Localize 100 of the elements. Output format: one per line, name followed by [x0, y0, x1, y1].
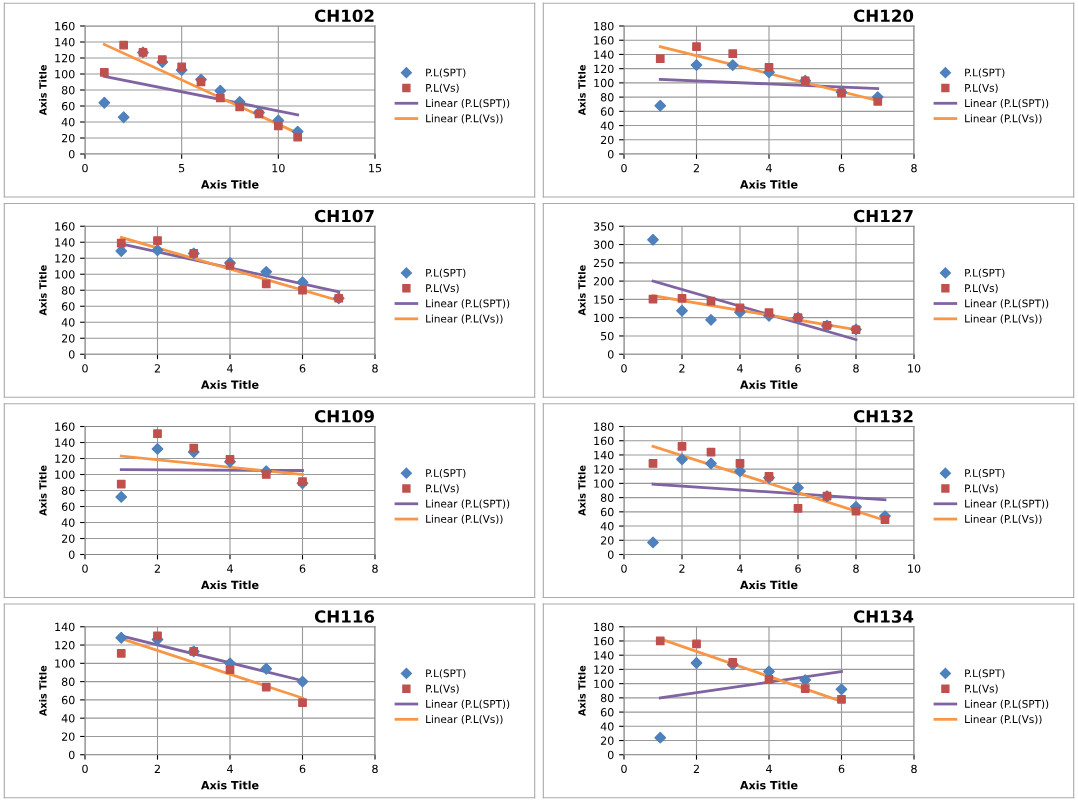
legend-label: P.L(SPT) [426, 68, 466, 78]
y-tick-label: 20 [61, 732, 75, 741]
legend-label: Linear (P.L(SPT)) [965, 499, 1049, 509]
legend-label: Linear (P.L(Vs)) [965, 114, 1042, 124]
x-tick-label: 2 [679, 564, 685, 573]
y-tick-label: 160 [594, 636, 614, 646]
y-tick-label: 20 [61, 534, 75, 543]
x-tick-label: 10 [272, 163, 285, 173]
y-tick-label: 100 [594, 679, 614, 689]
y-tick-label: 40 [61, 318, 75, 327]
x-axis-title: Axis Title [740, 580, 798, 590]
y-tick-label: 100 [55, 69, 75, 79]
x-axis-title: Axis Title [201, 180, 259, 189]
y-tick-label: 140 [55, 238, 75, 247]
legend-label: P.L(SPT) [426, 468, 466, 479]
x-tick-label: 2 [693, 764, 699, 773]
legend-label: Linear (P.L(SPT)) [426, 699, 510, 710]
y-tick-label: 40 [61, 518, 75, 527]
x-tick-label: 2 [154, 364, 160, 373]
x-tick-label: 6 [299, 364, 306, 373]
chart-title: CH116 [314, 610, 375, 623]
y-tick-label: 180 [594, 622, 614, 632]
x-tick-label: 6 [299, 564, 306, 573]
x-tick-label: 2 [693, 163, 699, 173]
y-tick-label: 80 [600, 493, 614, 502]
y-tick-label: 140 [594, 50, 614, 59]
x-tick-label: 4 [766, 164, 772, 173]
x-tick-label: 8 [372, 564, 378, 573]
x-tick-label: 0 [82, 764, 88, 774]
y-tick-label: 20 [600, 536, 614, 545]
x-tick-label: 8 [372, 764, 378, 774]
legend-label: Linear (P.L(SPT)) [426, 299, 510, 309]
legend-label: P.L(Vs) [965, 484, 998, 494]
x-tick-label: 0 [621, 564, 627, 573]
x-tick-label: 6 [299, 764, 306, 774]
y-tick-label: 60 [600, 708, 614, 717]
y-tick-label: 300 [593, 240, 614, 249]
x-tick-label: 10 [908, 564, 921, 573]
y-tick-label: 60 [600, 107, 614, 116]
x-tick-label: 6 [795, 364, 801, 373]
legend-label: Linear (P.L(SPT)) [426, 499, 510, 509]
y-tick-label: 100 [55, 659, 75, 668]
x-axis-title: Axis Title [740, 180, 798, 189]
y-tick-label: 120 [55, 53, 75, 63]
legend-label: P.L(Vs) [426, 283, 459, 294]
y-tick-label: 60 [61, 502, 75, 511]
legend-label: Linear (P.L(SPT)) [965, 99, 1049, 109]
legend-label: Linear (P.L(SPT)) [965, 699, 1049, 710]
y-tick-label: 100 [55, 470, 75, 479]
x-tick-label: 4 [227, 764, 233, 773]
x-tick-label: 8 [853, 364, 859, 373]
y-tick-label: 40 [61, 117, 75, 127]
legend-label: P.L(Vs) [965, 283, 998, 294]
x-tick-label: 4 [766, 764, 772, 773]
y-tick-label: 140 [594, 651, 614, 660]
y-tick-label: 0 [607, 149, 614, 159]
y-tick-label: 140 [55, 622, 75, 632]
legend-label: P.L(SPT) [426, 669, 466, 679]
y-tick-label: 40 [61, 714, 75, 723]
chart-title: CH102 [314, 9, 374, 23]
x-tick-label: 6 [838, 764, 845, 774]
y-tick-label: 180 [594, 422, 614, 431]
x-tick-label: 0 [82, 163, 88, 173]
y-axis-title: Axis Title [578, 65, 586, 116]
x-tick-label: 4 [227, 364, 233, 373]
y-tick-label: 60 [61, 695, 75, 705]
x-tick-label: 15 [369, 164, 382, 173]
legend-label: Linear (P.L(Vs)) [965, 314, 1042, 324]
x-tick-label: 5 [178, 164, 185, 173]
y-tick-label: 160 [55, 21, 75, 31]
y-tick-label: 200 [593, 277, 614, 286]
x-tick-label: 8 [911, 764, 917, 774]
x-axis-title: Axis Title [740, 780, 798, 790]
y-tick-label: 120 [55, 454, 75, 463]
y-tick-label: 80 [600, 693, 614, 703]
y-tick-label: 180 [594, 21, 614, 31]
y-tick-label: 120 [594, 665, 614, 674]
x-tick-label: 8 [372, 364, 378, 373]
x-tick-label: 0 [621, 364, 627, 373]
y-tick-label: 0 [607, 750, 614, 760]
y-tick-label: 160 [594, 36, 614, 45]
y-tick-label: 140 [55, 37, 75, 47]
x-tick-label: 0 [621, 163, 627, 173]
x-tick-label: 2 [154, 764, 160, 773]
y-tick-label: 100 [594, 313, 614, 323]
y-tick-label: 80 [600, 93, 614, 102]
y-tick-label: 100 [594, 78, 614, 88]
y-tick-label: 160 [594, 436, 614, 446]
legend-label: P.L(SPT) [965, 268, 1005, 278]
y-tick-label: 120 [594, 465, 614, 474]
y-tick-label: 0 [68, 149, 75, 159]
legend-label: P.L(SPT) [965, 468, 1005, 479]
legend-label: P.L(Vs) [965, 83, 998, 93]
legend-label: Linear (P.L(SPT)) [426, 99, 510, 109]
y-tick-label: 0 [607, 350, 614, 359]
y-tick-label: 60 [61, 302, 75, 311]
y-axis-title: Axis Title [39, 265, 47, 316]
x-tick-label: 10 [908, 364, 921, 373]
y-tick-label: 40 [600, 522, 614, 531]
x-axis-title: Axis Title [201, 580, 259, 590]
